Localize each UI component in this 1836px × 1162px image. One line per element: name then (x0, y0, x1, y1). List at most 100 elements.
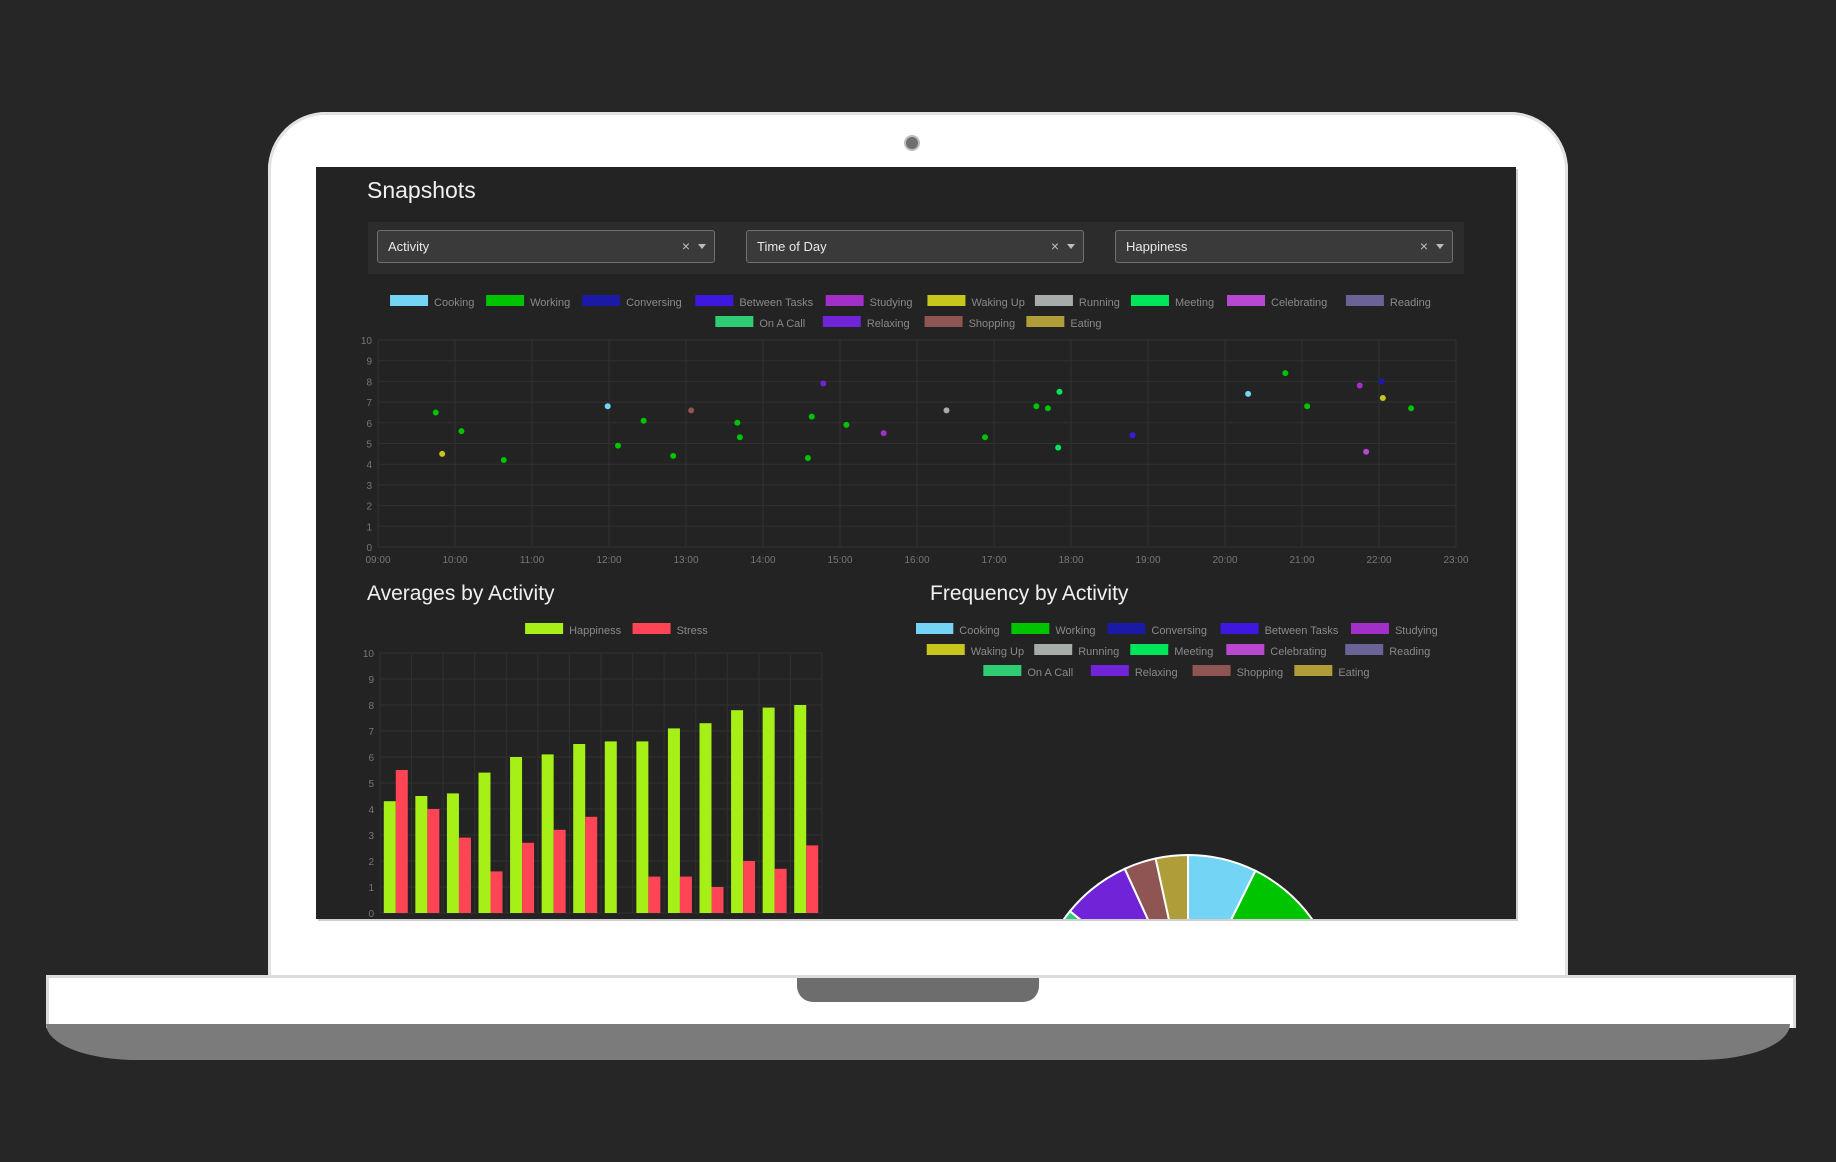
y-tick-label: 8 (366, 377, 372, 388)
donut-legend-label: Shopping (1237, 667, 1284, 679)
scatter-point (1129, 432, 1136, 439)
scatter-legend-swatch (1130, 295, 1169, 306)
donut-legend-label: Cooking (959, 625, 999, 637)
scatter-legend-swatch (1345, 295, 1384, 306)
scatter-legend-swatch (582, 295, 621, 306)
scatter-point (432, 409, 439, 416)
scatter-point (1033, 403, 1040, 410)
y-tick-label: 4 (368, 805, 374, 816)
scatter-point (640, 417, 647, 424)
scatter-point (688, 407, 695, 414)
scatter-point (982, 434, 989, 441)
happiness-bar (636, 741, 649, 913)
donut-slice (1154, 853, 1189, 919)
x-tick-label: 12:00 (596, 555, 621, 564)
stress-bar (395, 770, 408, 913)
select-value: Activity (388, 239, 430, 254)
happiness-bar (510, 757, 523, 913)
scatter-point (1379, 394, 1386, 401)
stress-bar (553, 829, 566, 913)
y-tick-label: 6 (366, 419, 372, 430)
stress-bar (585, 816, 598, 913)
scatter-legend-label: Shopping (969, 318, 1016, 330)
stress-bar (711, 887, 724, 913)
scatter-legend-label: Studying (870, 297, 913, 309)
select-value: Happiness (1126, 239, 1188, 254)
chevron-down-icon[interactable] (1436, 244, 1444, 249)
scatter-legend-swatch (924, 316, 963, 327)
averages-bar-chart: Happiness Stress 0 1 2 3 4 5 6 7 8 9 10 (363, 623, 823, 919)
donut-legend-swatch (1192, 665, 1231, 676)
scatter-point (734, 419, 741, 426)
y-tick-label: 1 (366, 522, 372, 533)
donut-legend-label: Meeting (1174, 646, 1213, 658)
donut-legend-swatch (1130, 644, 1169, 655)
scatter-legend-label: Between Tasks (739, 297, 813, 309)
clear-icon[interactable]: × (1419, 238, 1428, 254)
scatter-legend-label: Running (1079, 297, 1120, 309)
y-tick-label: 0 (368, 909, 374, 919)
happiness-bar (699, 723, 712, 913)
donut-legend-swatch (1294, 665, 1333, 676)
happiness-bar (604, 741, 617, 913)
clear-icon[interactable]: × (1050, 238, 1059, 254)
scatter-legend-swatch (1227, 295, 1265, 306)
y-tick-label: 10 (363, 649, 375, 660)
happiness-bar (446, 793, 459, 913)
scatter-point (1245, 390, 1252, 397)
scatter-point (736, 434, 743, 441)
snapshot-scatter-chart: Cooking Working Conversing Between Tasks Stu… (361, 295, 1469, 564)
select-value: Time of Day (757, 239, 827, 254)
clear-icon[interactable]: × (681, 238, 690, 254)
scatter-point (1055, 444, 1062, 451)
frequency-title: Frequency by Activity (930, 582, 1129, 605)
time-of-day-select[interactable]: Time of Day × (746, 230, 1084, 263)
donut-legend-swatch (926, 644, 965, 655)
donut-legend-swatch (1350, 623, 1389, 634)
donut-legend-swatch (983, 665, 1022, 676)
donut-slice (1230, 869, 1314, 919)
scatter-point (670, 452, 677, 459)
scatter-point (1356, 382, 1363, 389)
scatter-legend-swatch (486, 295, 525, 306)
stress-bar (648, 876, 661, 913)
happiness-bar (478, 772, 491, 913)
scatter-point (808, 413, 815, 420)
stress-bar (743, 861, 756, 913)
scatter-legend-label: Cooking (434, 297, 474, 309)
laptop-notch (797, 978, 1039, 1002)
scatter-legend-swatch (1034, 295, 1073, 306)
activity-select[interactable]: Activity × (377, 230, 715, 263)
x-tick-label: 09:00 (365, 555, 390, 564)
donut-slice (1123, 857, 1170, 919)
stress-bar (522, 842, 535, 913)
donut-legend-label: Between Tasks (1265, 625, 1339, 637)
webcam-icon (906, 137, 918, 149)
scatter-point (804, 454, 811, 461)
happiness-bar (731, 710, 744, 913)
y-tick-label: 4 (366, 460, 372, 471)
stress-bar (679, 876, 692, 913)
chevron-down-icon[interactable] (1067, 244, 1075, 249)
averages-title: Averages by Activity (367, 582, 555, 605)
scatter-point (820, 380, 827, 387)
donut-legend-swatch (1090, 665, 1129, 676)
scatter-legend-label: Meeting (1175, 297, 1214, 309)
scatter-legend-swatch (695, 295, 734, 306)
scatter-point (439, 450, 446, 457)
scatter-point (880, 430, 887, 437)
stress-bar (458, 837, 471, 913)
scatter-point (1304, 403, 1311, 410)
y-tick-label: 1 (368, 883, 374, 894)
chevron-down-icon[interactable] (698, 244, 706, 249)
scatter-point (614, 442, 621, 449)
scatter-legend-swatch (927, 295, 966, 306)
happiness-select[interactable]: Happiness × (1115, 230, 1453, 263)
scatter-point (1282, 370, 1289, 377)
donut-legend-label: Eating (1338, 667, 1369, 679)
y-tick-label: 3 (366, 481, 372, 492)
y-tick-label: 5 (368, 779, 374, 790)
donut-legend-label: Relaxing (1135, 667, 1178, 679)
y-tick-label: 7 (368, 727, 374, 738)
scatter-point (1056, 388, 1063, 395)
